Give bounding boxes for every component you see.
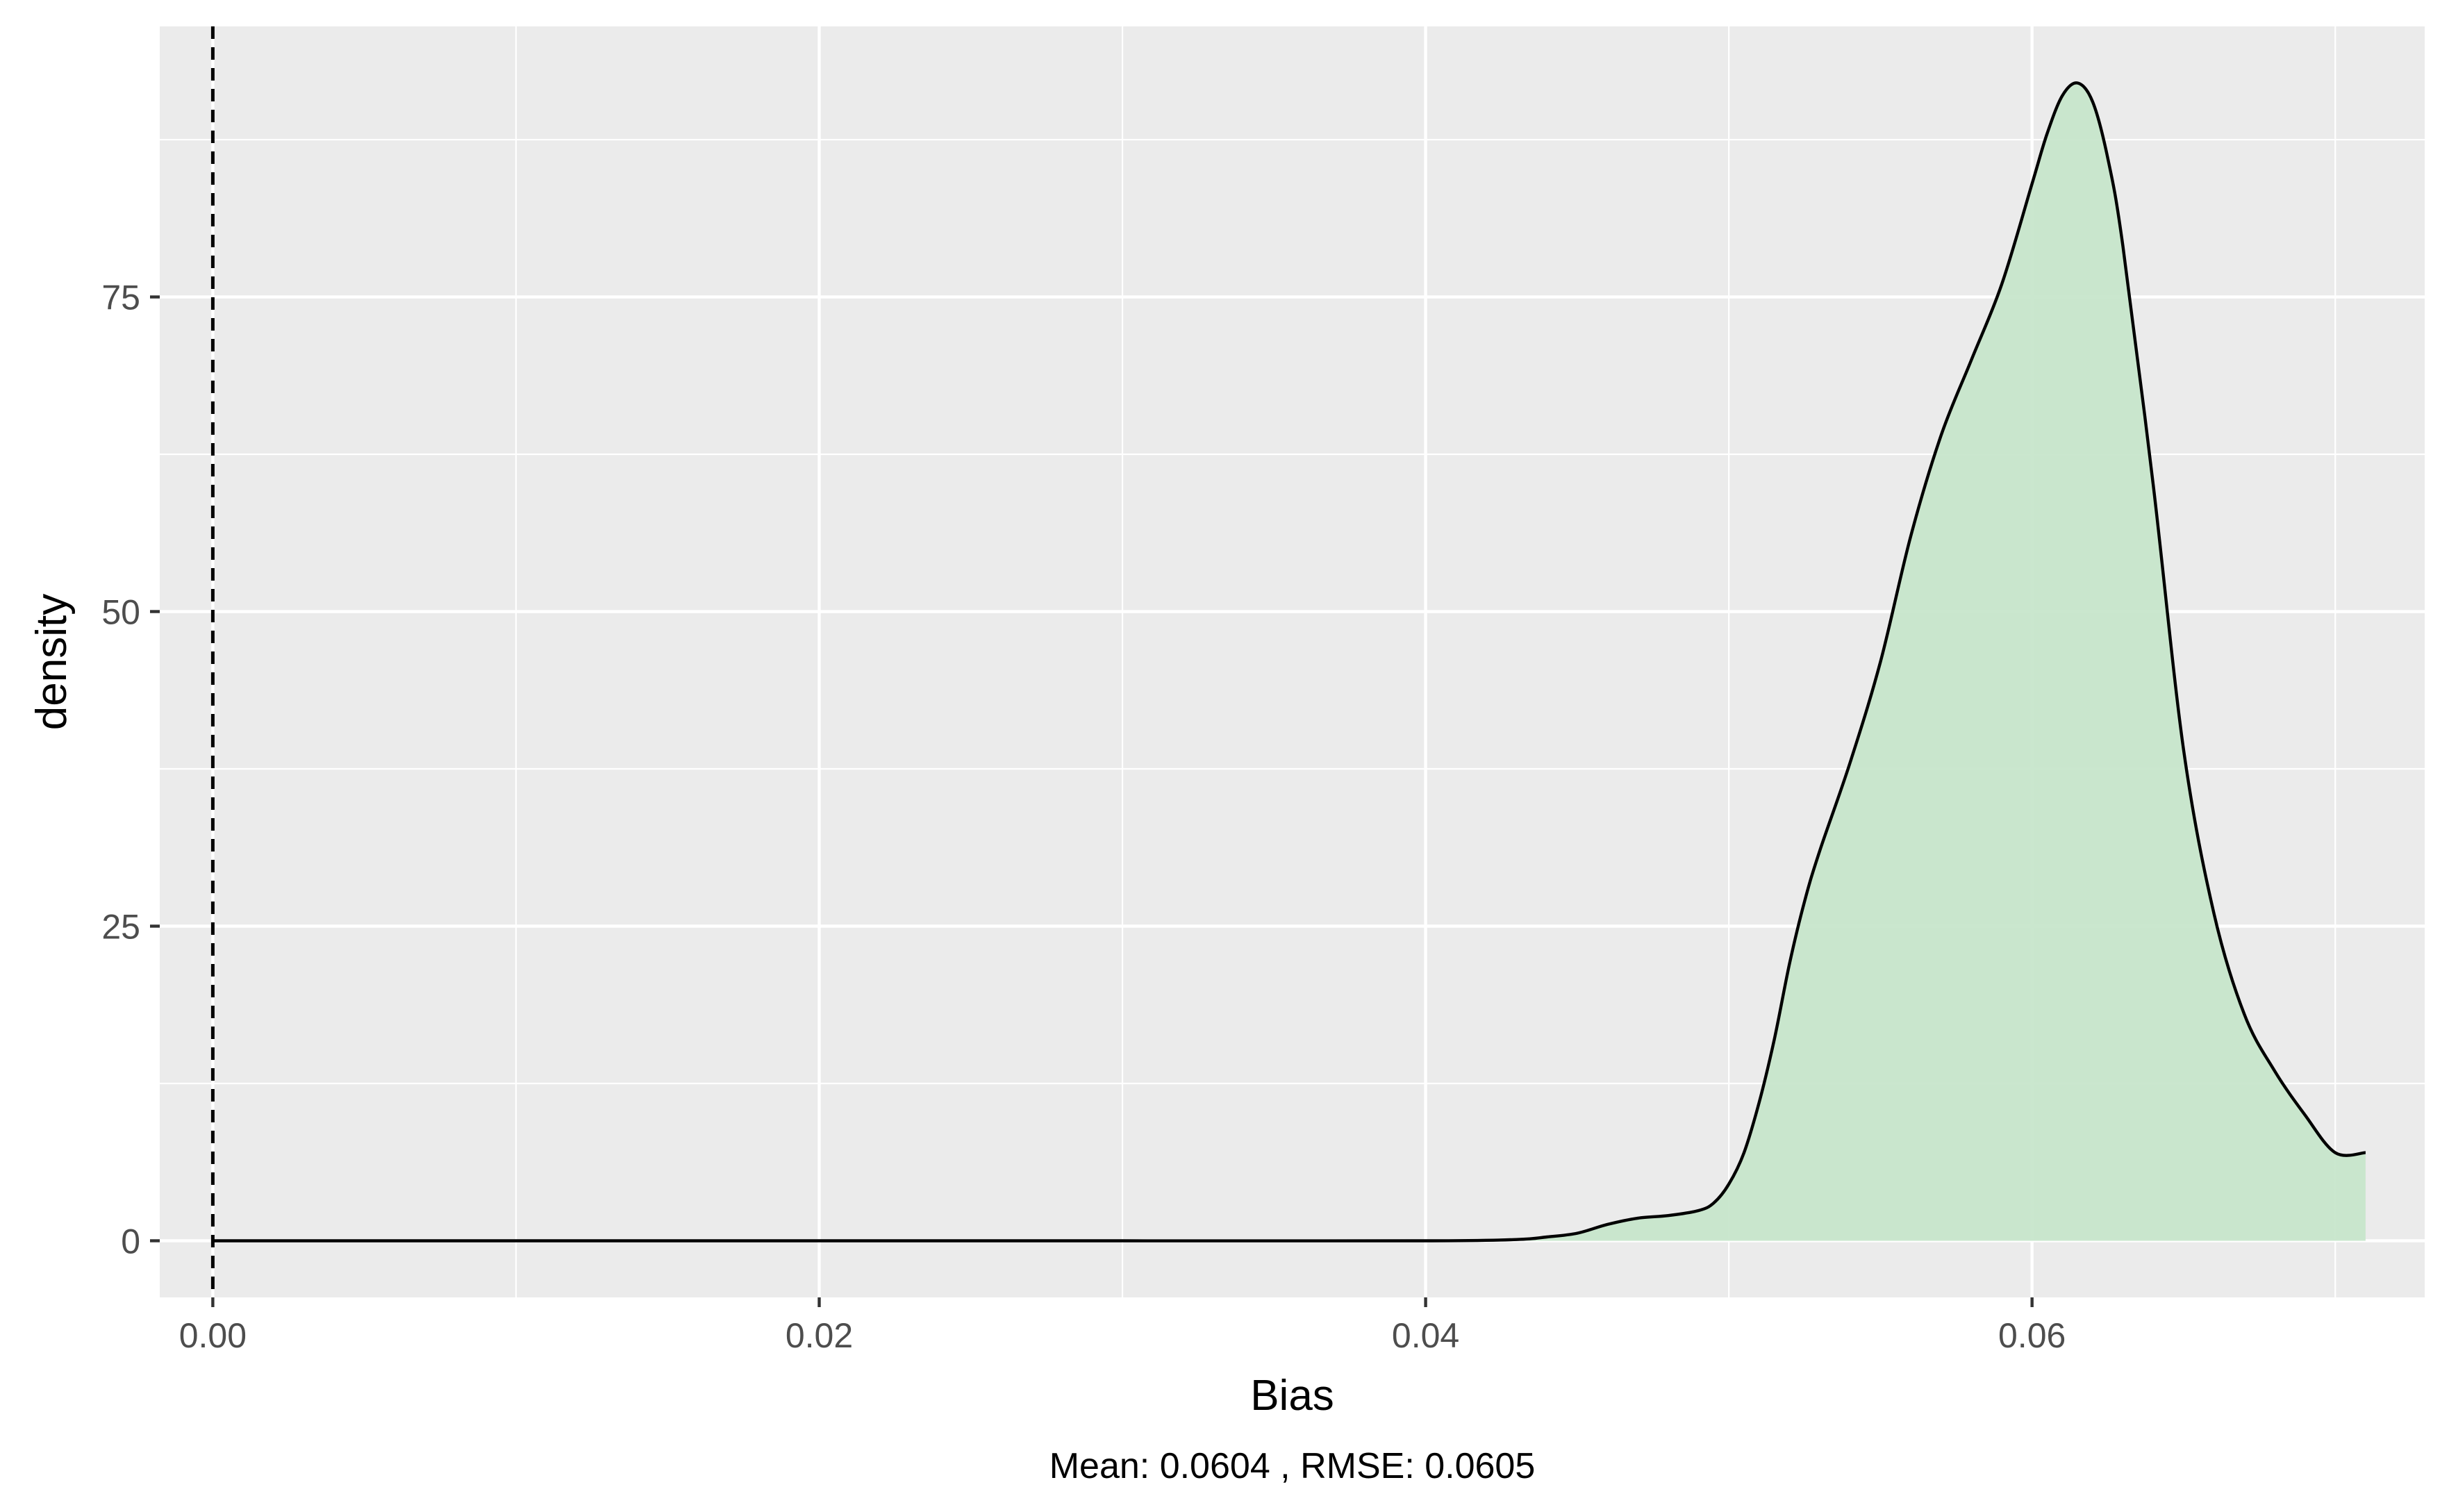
density-area [213,83,2366,1241]
x-tick-label: 0.04 [1392,1316,1459,1355]
x-tick-label: 0.00 [179,1316,247,1355]
y-axis-title: density [28,594,76,730]
x-tick-label: 0.06 [1998,1316,2066,1355]
density-curve [213,81,2366,1243]
x-axis: 0.00 0.02 0.04 0.06 [179,1297,2066,1355]
x-tick-label: 0.02 [786,1316,853,1355]
y-tick-label: 75 [101,279,140,317]
y-tick-label: 25 [101,907,140,946]
x-axis-title: Bias [1250,1372,1334,1420]
caption: Mean: 0.0604 , RMSE: 0.0605 [1049,1446,1536,1486]
y-tick-label: 0 [121,1222,140,1261]
y-axis: 0 25 50 75 [101,279,160,1261]
y-tick-label: 50 [101,593,140,632]
